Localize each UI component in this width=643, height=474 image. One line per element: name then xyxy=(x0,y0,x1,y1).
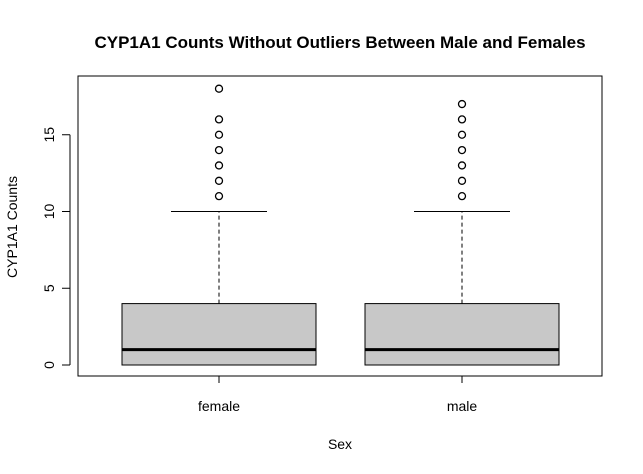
outlier-point xyxy=(214,176,224,185)
box-group-female xyxy=(121,84,317,366)
outlier-point xyxy=(457,130,467,139)
outlier-point xyxy=(457,115,467,124)
boxes xyxy=(121,84,560,366)
outlier-point xyxy=(457,145,467,155)
box-iqr xyxy=(364,303,560,366)
y-tick-label: 15 xyxy=(41,127,57,143)
outlier-point xyxy=(214,161,224,170)
y-axis-label: CYP1A1 Counts xyxy=(4,176,20,278)
y-tick-label: 10 xyxy=(41,204,57,220)
box-group-male xyxy=(364,99,560,366)
outlier-point xyxy=(457,176,467,185)
outlier-point xyxy=(457,99,467,109)
chart-title: CYP1A1 Counts Without Outliers Between M… xyxy=(94,33,585,52)
outlier-point xyxy=(457,161,467,170)
outlier-point xyxy=(214,191,224,201)
x-axis: female male xyxy=(198,375,478,414)
outlier-point xyxy=(214,130,224,139)
x-axis-label: Sex xyxy=(328,436,352,452)
x-tick-label: male xyxy=(447,398,478,414)
y-tick-label: 0 xyxy=(41,361,57,369)
outlier-point xyxy=(214,145,224,155)
outlier-point xyxy=(214,115,224,124)
box-iqr xyxy=(121,303,317,366)
outlier-point xyxy=(457,191,467,201)
y-axis: 0 5 10 15 xyxy=(41,127,71,369)
outlier-point xyxy=(214,84,224,93)
y-tick-label: 5 xyxy=(41,284,57,292)
x-tick-label: female xyxy=(198,398,240,414)
